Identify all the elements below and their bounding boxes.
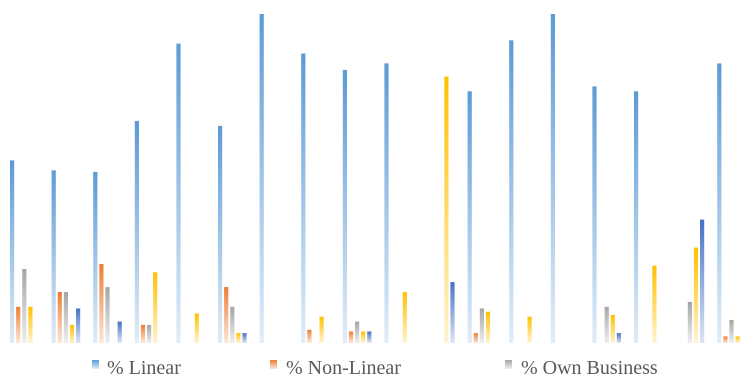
bar-s4-c14 <box>616 333 621 343</box>
bar-s3-c15 <box>652 265 657 343</box>
bar-s4-c10 <box>450 282 455 343</box>
bar-s3-c5 <box>236 333 241 343</box>
bar-s0-c15 <box>634 91 639 343</box>
bar-s4-c16 <box>700 219 705 343</box>
bar-s0-c8 <box>342 69 347 344</box>
bar-s0-c1 <box>51 170 56 343</box>
bars-layer <box>10 14 740 344</box>
bar-s1-c5 <box>224 287 229 343</box>
bar-s2-c0 <box>22 269 27 343</box>
bar-s0-c12 <box>509 40 514 344</box>
bar-s1-c7 <box>307 329 312 343</box>
bar-s0-c13 <box>550 14 555 343</box>
bar-s4-c2 <box>117 321 122 343</box>
bar-s1-c1 <box>57 292 62 343</box>
bar-s2-c2 <box>105 287 110 343</box>
bar-s2-c8 <box>355 321 360 343</box>
bar-s2-c17 <box>729 320 734 343</box>
bar-s1-c3 <box>140 324 146 343</box>
bar-s3-c3 <box>153 272 158 343</box>
legend-swatch-non-linear <box>270 360 277 369</box>
bar-s3-c9 <box>402 292 407 343</box>
bar-s4-c5 <box>242 333 247 343</box>
bar-s3-c4 <box>194 313 199 343</box>
bar-s3-c8 <box>361 331 366 343</box>
bar-s1-c11 <box>473 333 478 343</box>
bar-s2-c1 <box>63 292 68 343</box>
legend-label-linear: % Linear <box>107 357 181 374</box>
bar-s2-c16 <box>687 301 692 343</box>
bar-s3-c14 <box>610 315 615 343</box>
legend-swatch-own-business <box>505 360 512 369</box>
legend-label-own-business: % Own Business <box>521 357 658 374</box>
bar-s3-c11 <box>485 311 491 343</box>
bar-s0-c2 <box>93 171 98 343</box>
bar-s2-c3 <box>147 324 152 343</box>
bar-s2-c14 <box>604 306 609 343</box>
bar-s3-c12 <box>527 316 532 343</box>
bar-s2-c5 <box>230 306 235 343</box>
bar-s4-c1 <box>76 308 81 343</box>
bar-s3-c0 <box>28 306 33 343</box>
bar-s3-c10 <box>444 76 449 343</box>
bar-s0-c5 <box>218 125 223 344</box>
bar-s0-c17 <box>717 63 722 344</box>
bar-s0-c7 <box>301 53 306 343</box>
bar-s3-c1 <box>69 324 75 343</box>
bar-s1-c17 <box>723 336 728 343</box>
bar-s0-c9 <box>384 63 389 344</box>
bar-s3-c17 <box>735 336 740 343</box>
bar-s1-c8 <box>348 331 354 343</box>
bar-s0-c6 <box>259 14 264 343</box>
legend-swatch-linear <box>92 360 99 369</box>
bar-s0-c3 <box>134 120 139 344</box>
bar-s2-c11 <box>479 308 484 343</box>
bar-s1-c2 <box>99 264 104 343</box>
bar-s0-c4 <box>176 43 181 343</box>
bar-s0-c11 <box>467 91 472 343</box>
bar-s0-c14 <box>592 86 597 344</box>
bar-s4-c8 <box>367 331 372 343</box>
bar-s0-c0 <box>10 160 15 343</box>
bar-s3-c16 <box>693 247 699 343</box>
legend: % Linear % Non-Linear % Own Business <box>92 357 658 374</box>
legend-label-non-linear: % Non-Linear <box>286 357 401 374</box>
bar-s3-c7 <box>319 316 324 343</box>
bar-s1-c0 <box>16 306 21 343</box>
